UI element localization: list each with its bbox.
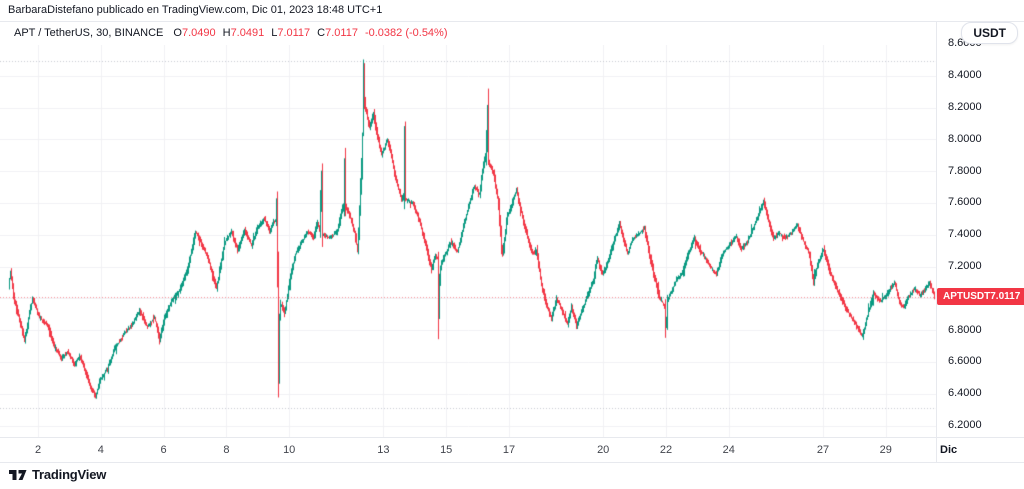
time-axis[interactable]: 2 4 6 8 10 13 15 17 20 22 24 27 29 Dic bbox=[0, 438, 1024, 462]
price-tag-value: 7.0117 bbox=[990, 291, 1021, 302]
time-axis-label: 8 bbox=[223, 444, 230, 456]
time-axis-label: 2 bbox=[34, 444, 42, 456]
price-axis-label: 7.6000 bbox=[948, 196, 982, 209]
ohlc-high: H7.0491 bbox=[222, 27, 265, 39]
time-axis-label: 4 bbox=[97, 444, 104, 456]
ohlc-low: L7.0117 bbox=[271, 27, 311, 39]
current-price-tag: APTUSDT 7.0117 bbox=[937, 288, 1024, 305]
time-axis-label: 22 bbox=[659, 444, 673, 456]
price-axis-label: 7.8000 bbox=[948, 164, 982, 177]
ohlc-open: O7.0490 bbox=[173, 27, 216, 39]
time-axis-label: 13 bbox=[377, 444, 390, 456]
time-axis-label: 20 bbox=[597, 444, 610, 456]
price-axis-label: 6.6000 bbox=[948, 355, 982, 368]
time-axis-label: 6 bbox=[160, 444, 167, 456]
symbol-title[interactable]: APT / TetherUS, 30, BINANCE bbox=[14, 27, 164, 39]
time-axis-label: 24 bbox=[722, 444, 735, 456]
time-axis-label: 29 bbox=[879, 444, 892, 456]
ohlc-close: C7.0117 bbox=[317, 27, 358, 39]
time-axis-label: 27 bbox=[816, 444, 830, 456]
attribution-bar bbox=[0, 0, 1024, 22]
axis-separator-vertical bbox=[936, 22, 937, 462]
price-axis-label: 6.2000 bbox=[948, 419, 982, 432]
price-axis-label: 7.2000 bbox=[948, 260, 982, 273]
brand-text: TradingView bbox=[32, 467, 107, 482]
price-axis-label: 7.4000 bbox=[948, 228, 982, 241]
axis-separator-horizontal bbox=[0, 437, 1024, 438]
price-axis-label: 6.8000 bbox=[948, 323, 982, 336]
tradingview-brand[interactable]: TradingView bbox=[8, 467, 106, 482]
currency-toggle-button[interactable]: USDT bbox=[961, 22, 1018, 44]
price-axis-label: 8.0000 bbox=[948, 132, 982, 145]
attribution-text: BarbaraDistefano publicado en TradingVie… bbox=[8, 4, 383, 16]
time-axis-label: Dic bbox=[940, 444, 958, 456]
candlestick-chart[interactable] bbox=[0, 45, 937, 437]
price-change: -0.0382 (-0.54%) bbox=[364, 27, 448, 39]
price-axis-label: 8.2000 bbox=[948, 101, 982, 114]
tradingview-logo-icon bbox=[8, 468, 27, 482]
price-axis-label: 6.4000 bbox=[948, 387, 982, 400]
price-axis[interactable]: 6.20006.40006.60006.80007.00007.20007.40… bbox=[937, 22, 1024, 437]
time-axis-label: 17 bbox=[502, 444, 516, 456]
price-tag-symbol: APTUSDT bbox=[943, 291, 991, 302]
price-axis-label: 8.4000 bbox=[948, 69, 982, 82]
time-axis-label: 10 bbox=[283, 444, 296, 456]
chart-legend: APT / TetherUS, 30, BINANCE O7.0490 H7.049… bbox=[14, 27, 448, 39]
time-axis-label: 15 bbox=[440, 444, 453, 456]
widget-bottom-border bbox=[0, 462, 1024, 463]
